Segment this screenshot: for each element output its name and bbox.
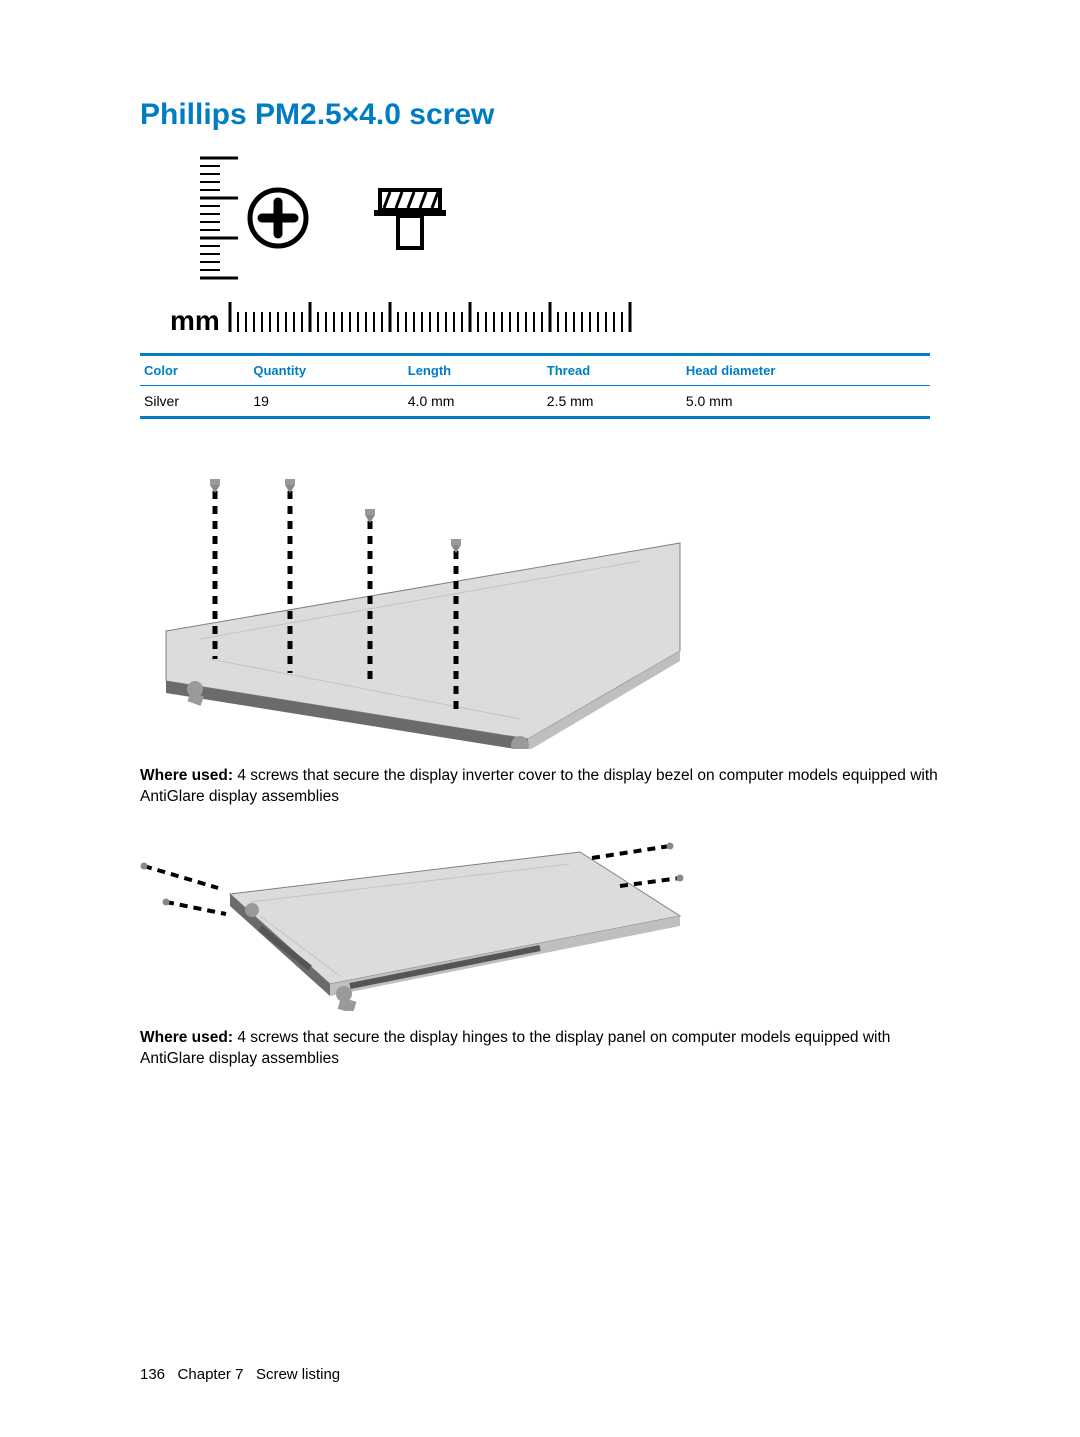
caption-2: Where used: 4 screws that secure the dis…	[140, 1028, 940, 1070]
page-number: 136	[140, 1366, 165, 1383]
figure-inverter-cover	[140, 459, 990, 754]
ruler-diagram: mm	[170, 150, 990, 345]
col-thread: Thread	[543, 355, 682, 386]
section-label: Screw listing	[256, 1366, 340, 1383]
cell-headdia: 5.0 mm	[682, 386, 930, 418]
spec-table: Color Quantity Length Thread Head diamet…	[140, 353, 930, 419]
col-color: Color	[140, 355, 249, 386]
caption-1-text: 4 screws that secure the display inverte…	[140, 767, 938, 805]
caption-1: Where used: 4 screws that secure the dis…	[140, 766, 940, 808]
caption-2-text: 4 screws that secure the display hinges …	[140, 1029, 890, 1067]
mm-label: mm	[170, 305, 220, 336]
page-title: Phillips PM2.5×4.0 screw	[140, 98, 990, 132]
cell-quantity: 19	[249, 386, 403, 418]
cell-thread: 2.5 mm	[543, 386, 682, 418]
caption-1-lead: Where used:	[140, 767, 233, 784]
col-length: Length	[404, 355, 543, 386]
caption-2-lead: Where used:	[140, 1029, 233, 1046]
cell-length: 4.0 mm	[404, 386, 543, 418]
cell-color: Silver	[140, 386, 249, 418]
page-footer: 136 Chapter 7 Screw listing	[140, 1366, 340, 1383]
table-header-row: Color Quantity Length Thread Head diamet…	[140, 355, 930, 386]
col-headdia: Head diameter	[682, 355, 930, 386]
chapter-label: Chapter 7	[178, 1366, 244, 1383]
col-quantity: Quantity	[249, 355, 403, 386]
table-row: Silver 19 4.0 mm 2.5 mm 5.0 mm	[140, 386, 930, 418]
figure-hinges	[140, 836, 990, 1016]
